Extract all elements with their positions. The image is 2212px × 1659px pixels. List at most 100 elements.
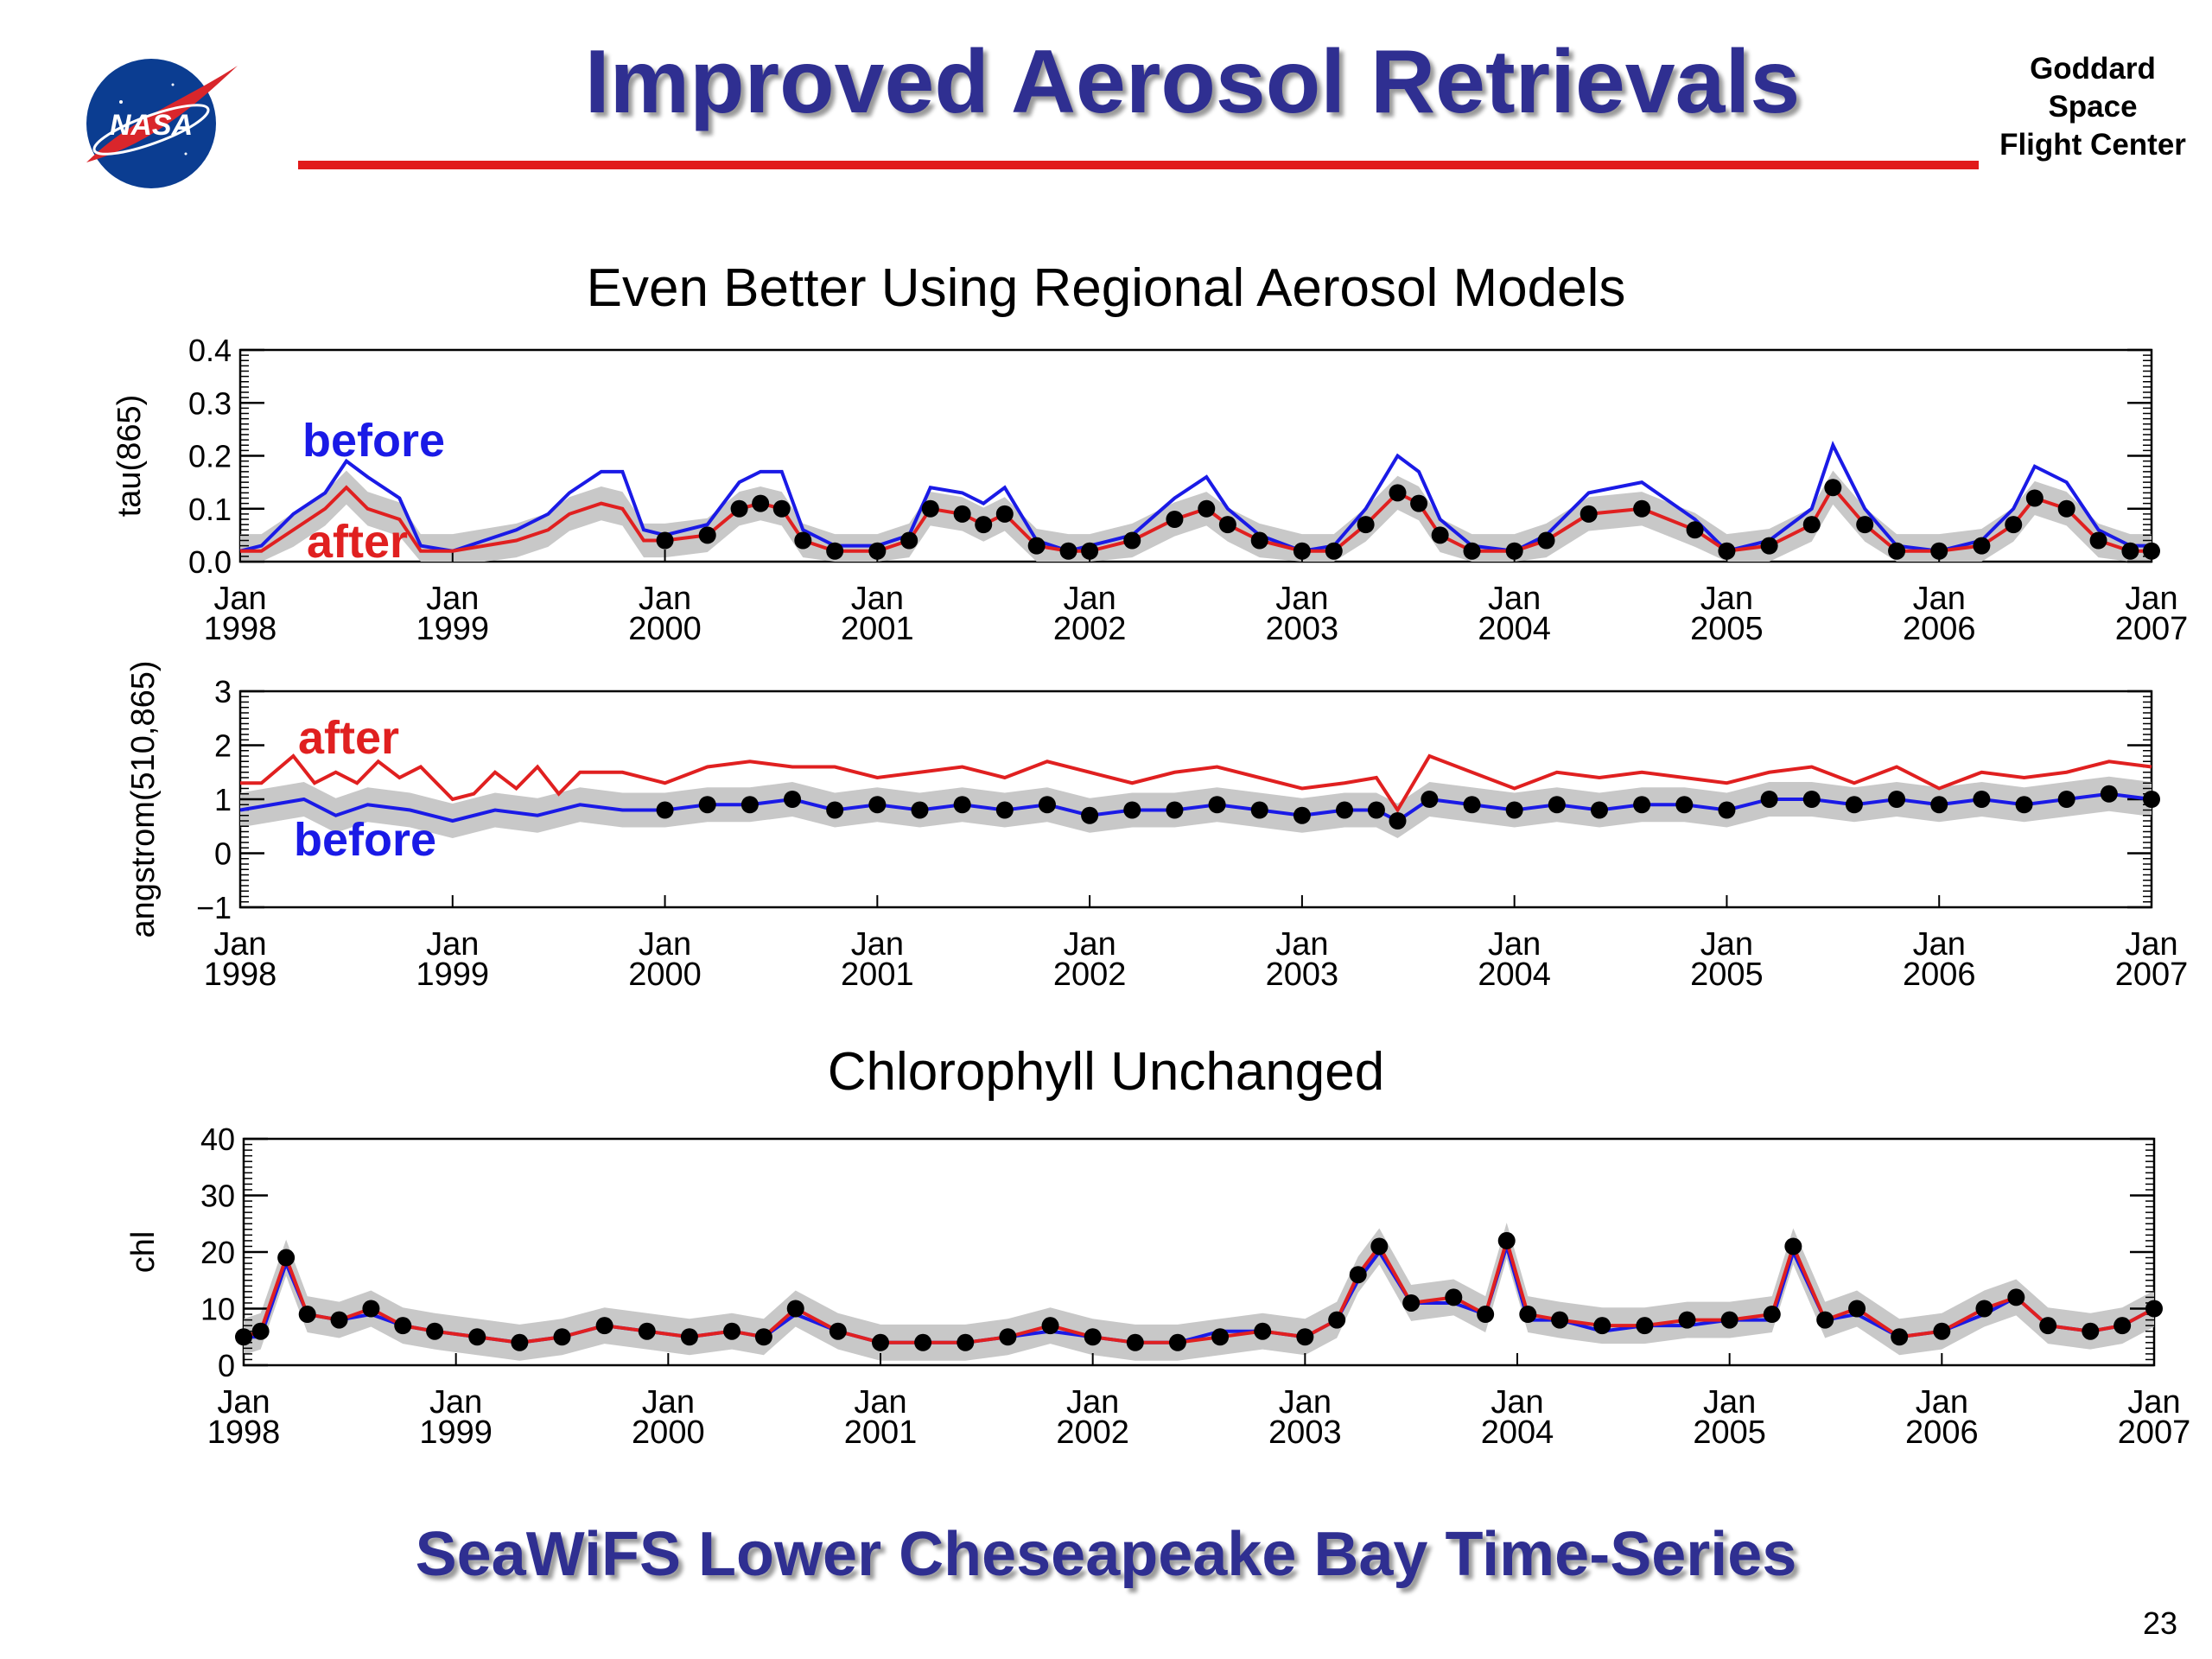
observation-point [1402, 1294, 1421, 1312]
observation-point [1211, 1328, 1230, 1346]
observation-point [298, 1306, 316, 1324]
observation-point [1888, 791, 1906, 808]
observation-point [723, 1322, 741, 1340]
y-tick-label: 0 [214, 836, 232, 872]
observation-point [1027, 537, 1046, 555]
y-tick-label: 3 [214, 674, 232, 709]
observation-point [1084, 1328, 1102, 1346]
x-tick-label-month: Jan [426, 581, 479, 617]
observation-point [2143, 542, 2160, 560]
observation-point [953, 796, 971, 814]
figure-subtitle-chlorophyll: Chlorophyll Unchanged [827, 1042, 1385, 1102]
y-tick-label: 20 [200, 1235, 235, 1270]
x-tick-label-year: 2002 [1053, 957, 1127, 993]
title-rule [298, 161, 1979, 169]
goddard-label: Goddard Space Flight Center [1989, 50, 2196, 164]
observation-point [1802, 791, 1821, 808]
observation-point [741, 796, 759, 814]
observation-point [2057, 499, 2075, 518]
observation-point [1166, 801, 1184, 819]
observation-point [2082, 1322, 2100, 1340]
x-tick-label-month: Jan [1063, 581, 1116, 617]
x-tick-label-year: 2006 [1903, 957, 1976, 993]
observation-point [794, 531, 812, 550]
observation-point [2025, 489, 2044, 507]
observation-point [595, 1317, 613, 1335]
observation-point [1675, 796, 1694, 814]
x-tick-label-year: 2002 [1056, 1414, 1129, 1451]
observation-point [1336, 801, 1354, 819]
observation-point [1477, 1306, 1495, 1324]
observation-point [1126, 1333, 1144, 1351]
y-axis-label: chl [125, 1231, 162, 1274]
x-tick-label-year: 2000 [632, 1414, 705, 1451]
uncertainty-band-1 [240, 470, 2152, 562]
observation-point [2005, 516, 2023, 534]
observation-point [1519, 1306, 1537, 1324]
x-tick-label-month: Jan [1063, 926, 1116, 963]
observation-point [1250, 801, 1268, 819]
observation-point [1590, 801, 1608, 819]
observation-point [754, 1328, 772, 1346]
observation-point [1041, 1317, 1059, 1335]
y-tick-label: 40 [200, 1122, 235, 1157]
x-tick-label-year: 1999 [416, 611, 490, 647]
nasa-logo: NASA [69, 50, 242, 197]
observation-point [868, 796, 887, 814]
observation-point [1059, 542, 1077, 560]
observation-point [1975, 1300, 1993, 1318]
series-annotation-before: before [294, 814, 436, 866]
observation-point [1760, 791, 1778, 808]
x-tick-label-month: Jan [213, 581, 266, 617]
observation-point [1856, 516, 1874, 534]
observation-point [829, 1322, 847, 1340]
y-tick-label: 0.3 [188, 385, 232, 421]
observation-point [826, 801, 844, 819]
observation-point [1633, 796, 1651, 814]
observation-point [362, 1300, 380, 1318]
observation-point [1123, 531, 1141, 550]
y-tick-label: 0.4 [188, 333, 232, 368]
observation-point [1505, 542, 1523, 560]
observation-point [1593, 1317, 1611, 1335]
observation-point [1678, 1311, 1696, 1329]
x-tick-label-year: 1999 [419, 1414, 493, 1451]
x-tick-label-month: Jan [851, 926, 904, 963]
figure-subtitle-aerosol: Even Better Using Regional Aerosol Model… [586, 258, 1626, 318]
observation-point [394, 1317, 412, 1335]
observation-point [553, 1328, 571, 1346]
x-tick-label-month: Jan [217, 1384, 270, 1421]
x-tick-label-year: 2007 [2118, 1414, 2191, 1451]
goddard-line-2: Space [2048, 90, 2138, 124]
observation-point [1198, 499, 1216, 518]
observation-point [1166, 511, 1184, 528]
observation-point [656, 801, 674, 819]
x-tick-label-month: Jan [1275, 926, 1328, 963]
series-annotation-after: after [298, 712, 399, 764]
observation-point [235, 1328, 252, 1346]
observation-point [995, 505, 1014, 523]
observation-point [1463, 542, 1481, 560]
observation-point [1548, 796, 1566, 814]
observation-point [511, 1333, 529, 1351]
observation-point [1760, 537, 1778, 555]
observation-point [900, 531, 918, 550]
observation-point [1296, 1328, 1314, 1346]
observation-point [1537, 531, 1555, 550]
observation-point [1580, 505, 1598, 523]
observation-point [1686, 521, 1704, 539]
goddard-line-3: Flight Center [1999, 128, 2186, 162]
x-tick-label-month: Jan [639, 926, 691, 963]
observation-point [953, 505, 971, 523]
x-tick-label-month: Jan [1700, 926, 1753, 963]
observation-point [1891, 1328, 1909, 1346]
observation-point [752, 494, 770, 512]
observation-point [1325, 542, 1343, 560]
y-tick-label: 2 [214, 728, 232, 764]
observation-point [426, 1322, 444, 1340]
observation-point [1370, 1237, 1389, 1255]
observation-point [1845, 796, 1863, 814]
y-tick-label: 0.1 [188, 492, 232, 527]
observation-point [1293, 806, 1311, 824]
